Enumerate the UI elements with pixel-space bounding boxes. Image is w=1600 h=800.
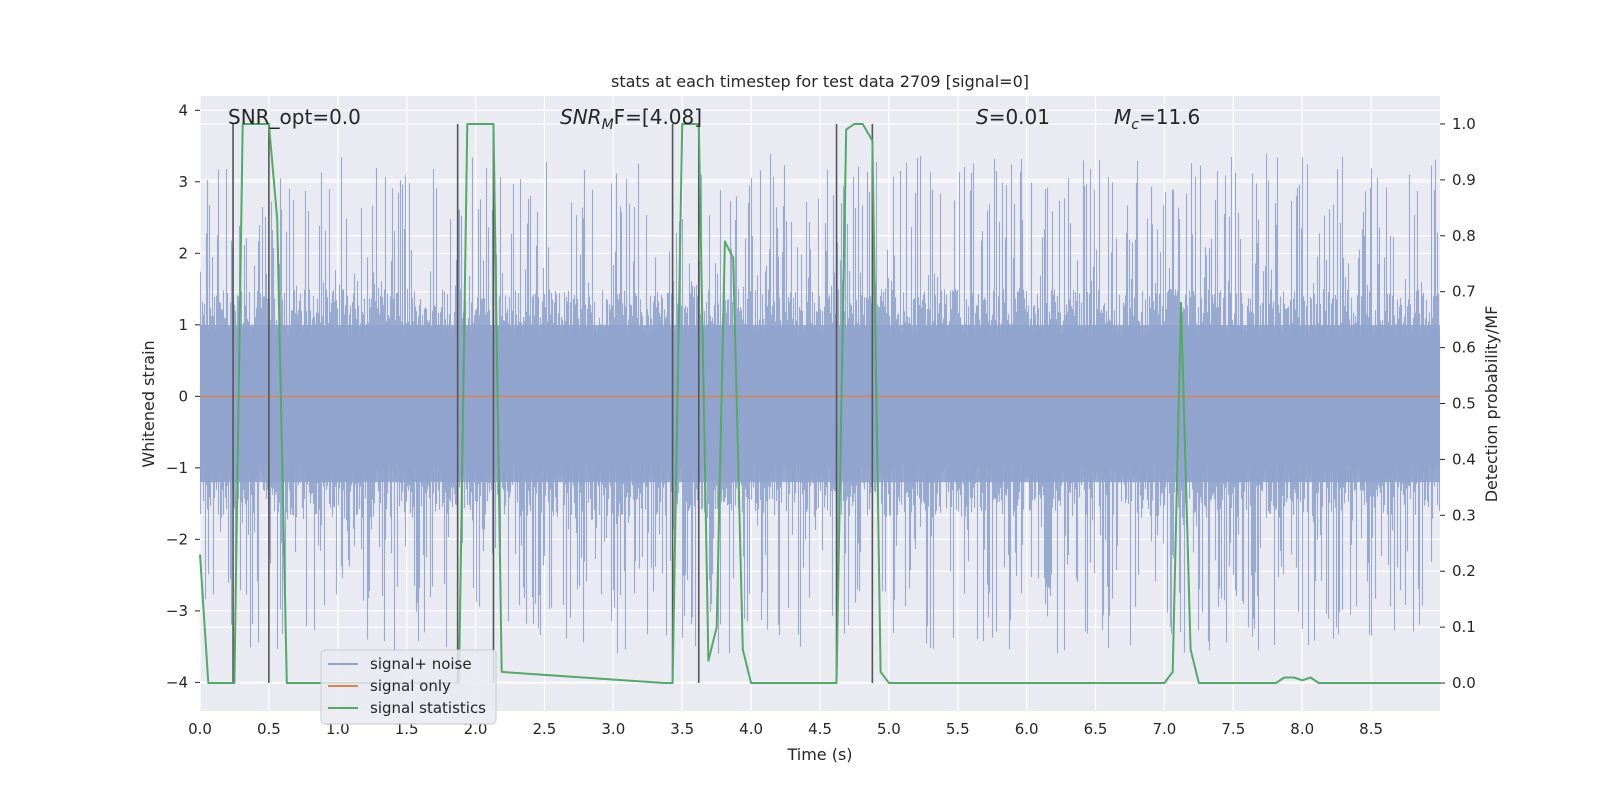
y-tick-label: −4 [166,673,188,691]
x-tick-label: 7.5 [1221,720,1245,738]
signal-statistics-line [199,123,1440,684]
annotation-snr-mf: SNRMF=[4.08] [560,105,702,133]
x-tick-label: 6.5 [1084,720,1108,738]
y2-tick-label: 0.1 [1452,618,1476,636]
y2-axis-ticks: 1.0 0.9 0.8 0.7 0.6 0.5 0.4 0.3 0.2 0.1 0.0 [1440,115,1476,692]
y2-tick-label: 1.0 [1452,115,1476,133]
annotation-mc: Mc=11.6 [1114,105,1200,133]
y-axis-ticks: 4 3 2 1 0 −1 −2 −3 −4 [166,101,200,691]
x-tick-label: 4.0 [739,720,763,738]
y-tick-label: 3 [178,173,188,191]
x-tick-label: 8.5 [1359,720,1383,738]
y2-tick-label: 0.7 [1452,283,1476,301]
y-tick-label: 2 [178,244,188,262]
y2-tick-label: 0.9 [1452,171,1476,189]
y2-axis-label: Detection probability/MF [1482,306,1501,503]
x-tick-label: 5.0 [877,720,901,738]
annotation-snr-opt: SNR_opt=0.0 [228,105,361,129]
marker-vertical-lines [232,123,874,684]
legend-label-signal: signal only [370,677,451,695]
legend: signal+ noise signal only signal statist… [320,649,497,725]
x-tick-label: 5.5 [946,720,970,738]
y-tick-label: −1 [166,459,188,477]
y-tick-label: 1 [178,316,188,334]
chart-title: stats at each timestep for test data 270… [611,72,1029,91]
y-tick-label: −2 [166,530,188,548]
y2-tick-label: 0.5 [1452,395,1476,413]
x-tick-label: 3.5 [670,720,694,738]
y-tick-label: 4 [178,101,188,119]
legend-label-noise: signal+ noise [370,655,472,673]
legend-label-stats: signal statistics [370,699,486,717]
y2-tick-label: 0.2 [1452,562,1476,580]
signal-noise-series [199,153,1441,654]
y2-tick-label: 0.6 [1452,339,1476,357]
noise-trace [199,153,1441,654]
x-tick-label: 8.0 [1290,720,1314,738]
x-tick-label: 4.5 [808,720,832,738]
x-tick-label: 2.5 [533,720,557,738]
y-axis-label: Whitened strain [139,340,158,467]
x-tick-label: 3.0 [601,720,625,738]
y-tick-label: −3 [166,602,188,620]
x-tick-label: 6.0 [1015,720,1039,738]
x-tick-label: 0.5 [257,720,281,738]
y2-tick-label: 0.0 [1452,674,1476,692]
y-tick-label: 0 [178,387,188,405]
annotation-s: S=0.01 [976,105,1050,129]
y2-tick-label: 0.3 [1452,506,1476,524]
signal-statistics-series [199,123,1440,684]
x-axis-label: Time (s) [786,745,852,764]
y2-tick-label: 0.8 [1452,227,1476,245]
x-tick-label: 7.0 [1153,720,1177,738]
legend-box [320,649,497,725]
x-tick-label: 0.0 [188,720,212,738]
y2-tick-label: 0.4 [1452,450,1476,468]
